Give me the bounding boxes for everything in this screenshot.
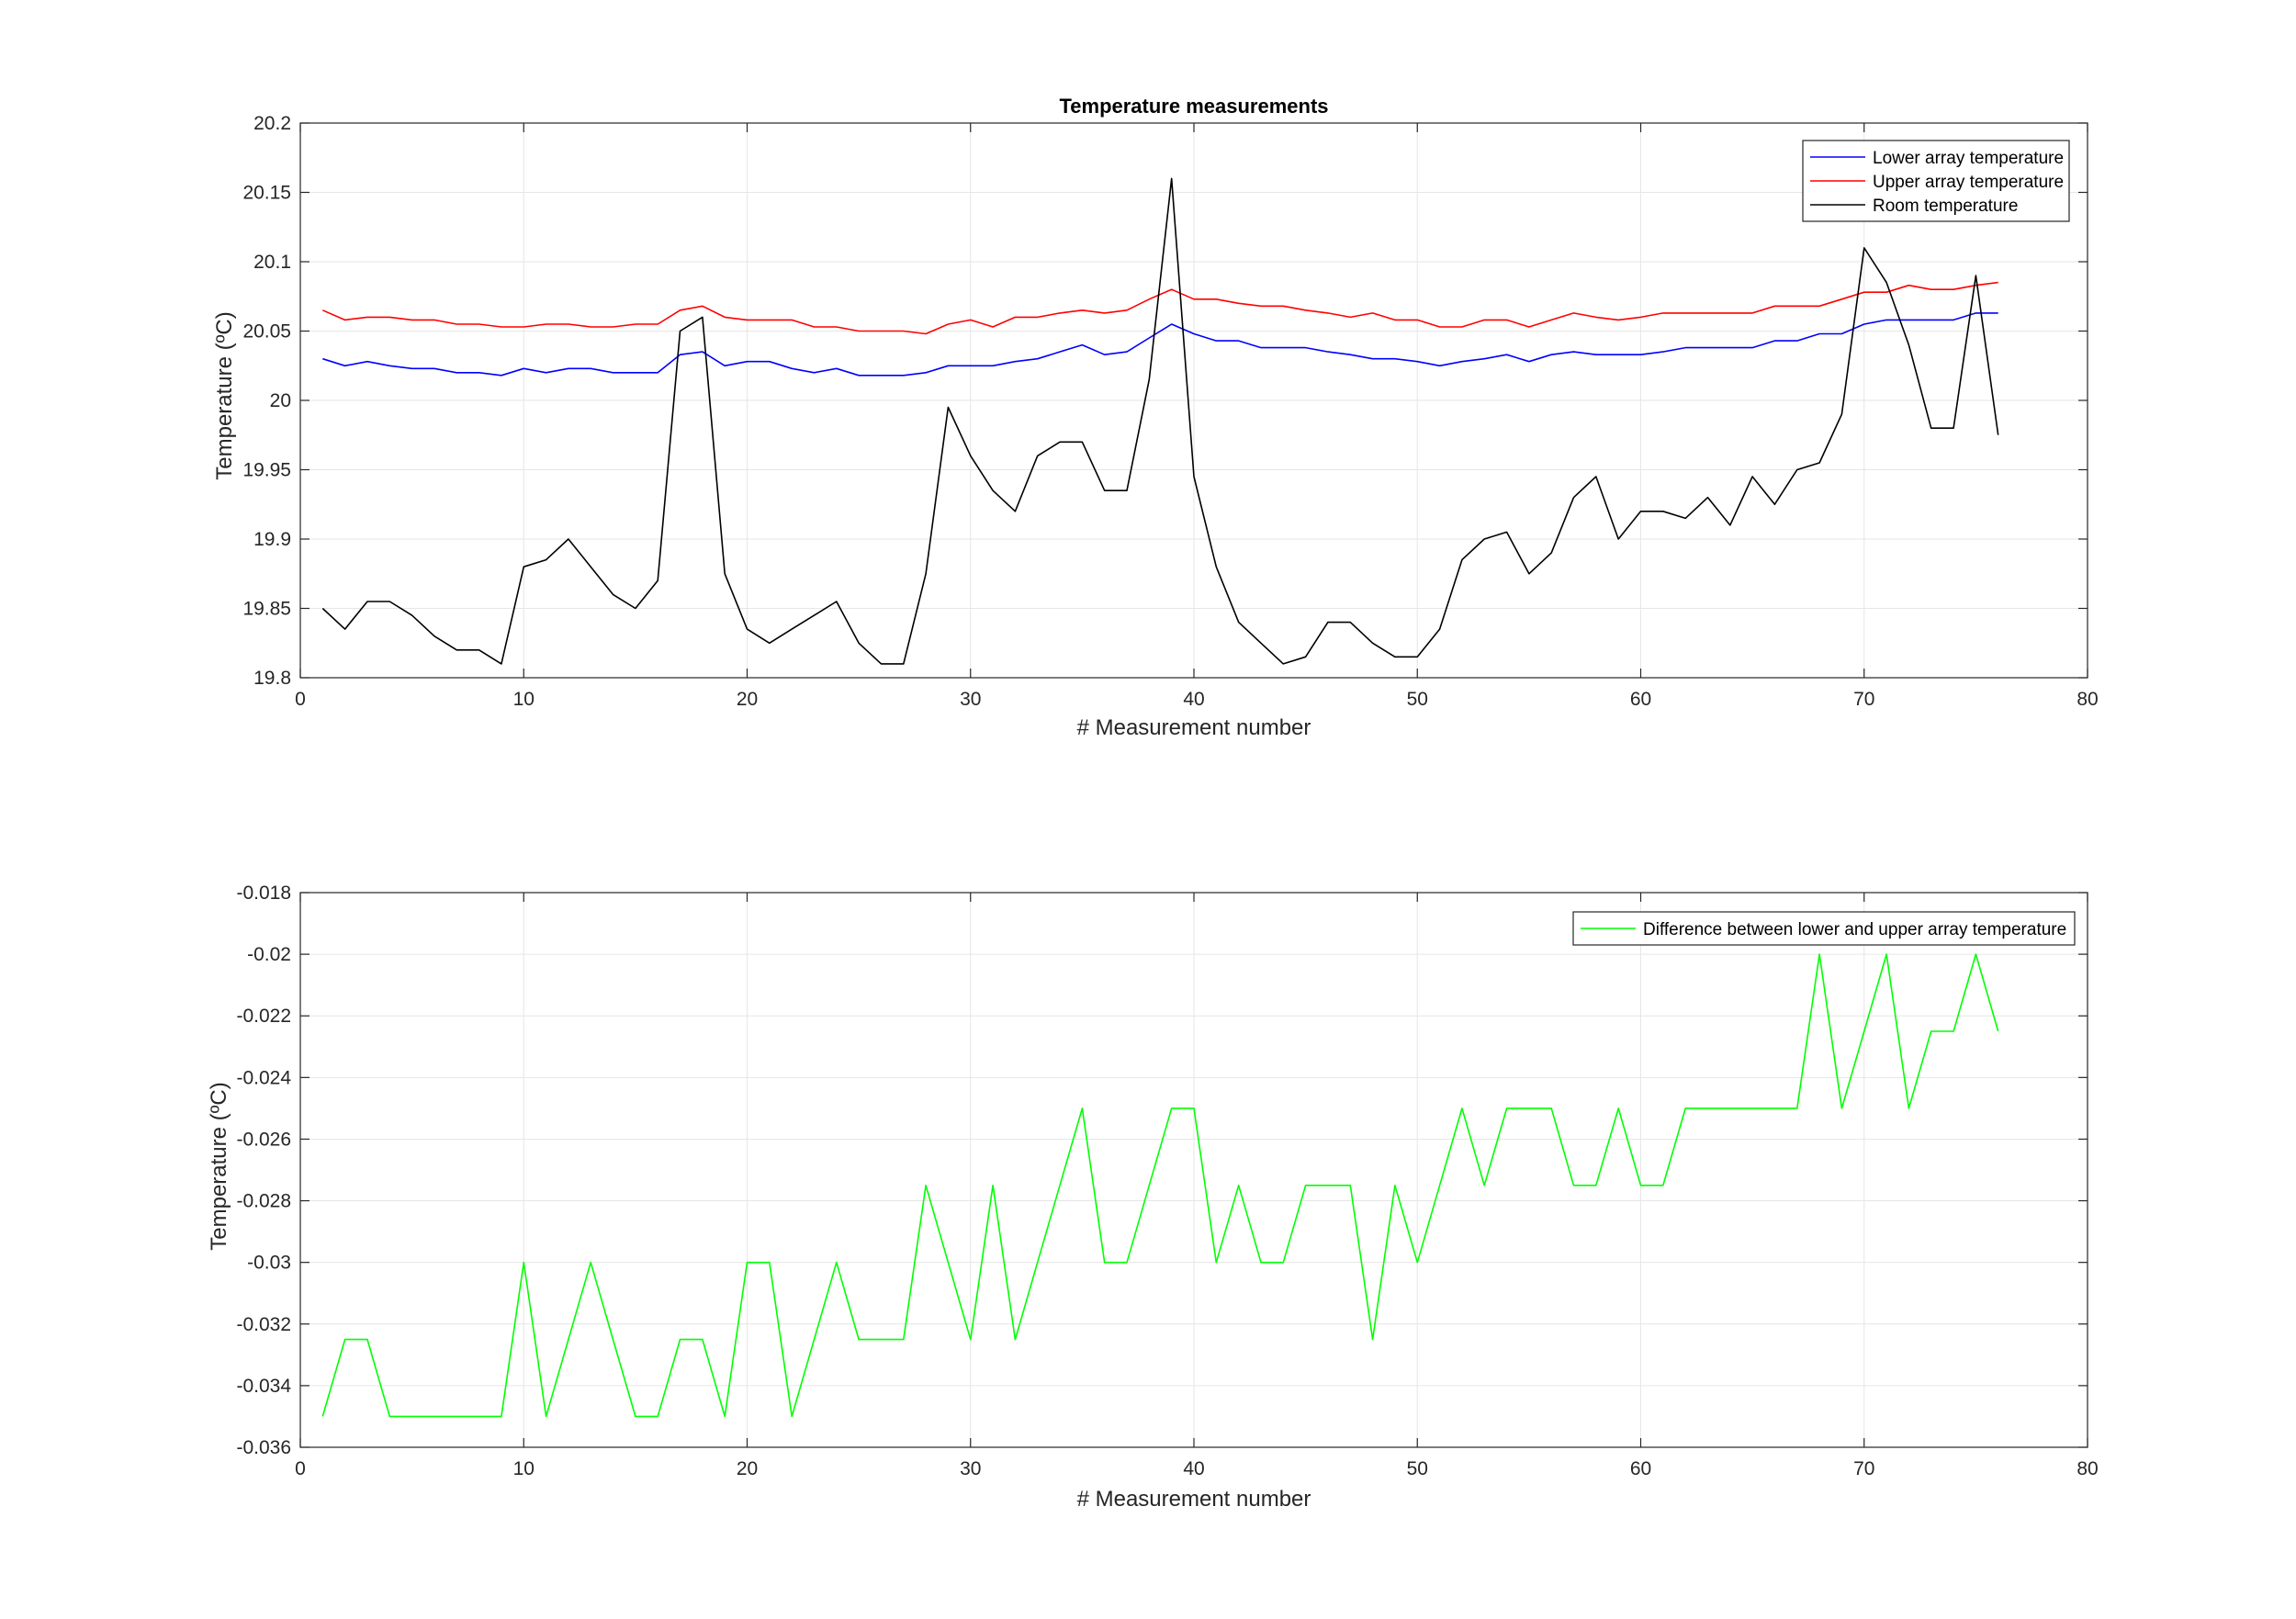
x-tick-label: 80	[2077, 1458, 2098, 1479]
series-line	[322, 312, 1998, 377]
legend-entry: Room temperature	[1873, 197, 2018, 216]
y-tick-label: -0.026	[236, 1129, 291, 1150]
x-axis-label: # Measurement number	[1077, 1487, 1311, 1512]
series-line	[321, 177, 1999, 665]
legend: Difference between lower and upper array…	[1572, 911, 2076, 946]
y-tick-label: 19.9	[253, 529, 291, 550]
x-tick-label: 40	[1183, 1458, 1204, 1479]
y-tick-label: 19.85	[242, 599, 291, 620]
plot-area: 0 10 20 30 40 50 60 70 80 -0.036 -0.034 -0.032 -0.03…	[236, 883, 2098, 1479]
bottom-chart: 0 10 20 30 40 50 60 70 80 -0.036 -0.034 -0.032 -0.03…	[207, 883, 2099, 1512]
y-tick-label: -0.036	[236, 1437, 291, 1458]
x-tick-label: 60	[1630, 689, 1651, 710]
chart-title: Temperature measurements	[1059, 95, 1328, 118]
x-tick-label: 10	[513, 689, 535, 710]
x-tick-label: 30	[960, 1458, 981, 1479]
legend-entry: Difference between lower and upper array…	[1643, 920, 2066, 939]
y-tick-label: -0.034	[236, 1376, 291, 1397]
x-tick-label: 40	[1183, 689, 1204, 710]
y-tick-label: 20	[270, 390, 291, 411]
series-line	[321, 953, 1999, 1418]
legend-box	[1572, 911, 2076, 946]
y-tick-label: -0.03	[247, 1253, 291, 1274]
legend-entry: Lower array temperature	[1873, 149, 2064, 168]
y-tick-label: 20.2	[253, 113, 291, 134]
y-tick-label: -0.024	[236, 1067, 291, 1088]
y-tick-label: -0.022	[236, 1006, 291, 1027]
x-tick-label: 60	[1630, 1458, 1651, 1479]
x-tick-label: 50	[1407, 1458, 1428, 1479]
x-axis-label: # Measurement number	[1077, 715, 1311, 740]
y-tick-label: -0.018	[236, 883, 291, 904]
y-tick-label: 20.1	[253, 252, 291, 273]
x-tick-label: 70	[1853, 689, 1874, 710]
y-tick-label: 20.05	[242, 321, 291, 343]
x-tick-label: 70	[1853, 1458, 1874, 1479]
x-tick-label: 50	[1407, 689, 1428, 710]
series-line	[321, 281, 1998, 335]
y-tick-label: 19.95	[242, 460, 291, 481]
x-tick-label: 20	[737, 1458, 758, 1479]
y-tick-label: -0.028	[236, 1191, 291, 1212]
x-tick-label: 30	[960, 689, 981, 710]
x-tick-label: 80	[2077, 689, 2098, 710]
x-tick-label: 0	[295, 1458, 306, 1479]
x-tick-label: 10	[513, 1458, 535, 1479]
top-chart: 0 10 20 30 40 50 60 70 80 19.8 19.85 19.9 19.95 20 20.…	[212, 95, 2099, 740]
y-tick-label: 20.15	[242, 183, 291, 204]
y-tick-label: -0.02	[247, 944, 291, 965]
y-axis-label: Temperature (ºC)	[207, 1082, 231, 1250]
x-tick-label: 0	[295, 689, 306, 710]
plot-area: 0 10 20 30 40 50 60 70 80 19.8 19.85 19.9 19.95 20 20.…	[242, 113, 2098, 710]
y-tick-label: -0.032	[236, 1314, 291, 1335]
legend: Lower array temperature Upper array tempe…	[1802, 140, 2070, 222]
y-tick-label: 19.8	[253, 668, 291, 689]
y-axis-label: Temperature (ºC)	[212, 311, 237, 479]
x-tick-label: 20	[737, 689, 758, 710]
legend-entry: Upper array temperature	[1873, 173, 2064, 192]
